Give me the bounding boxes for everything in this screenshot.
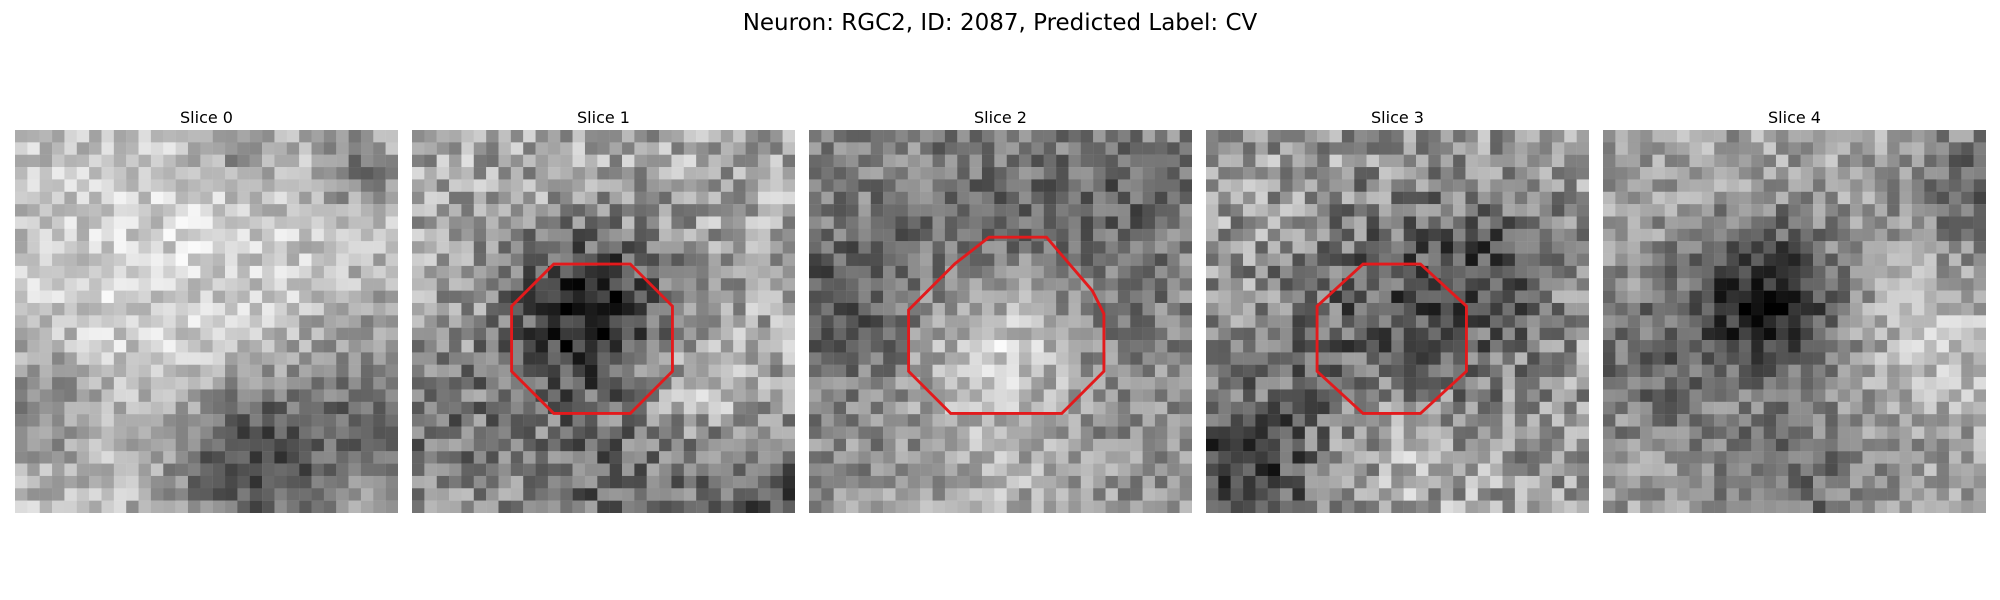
slice-panel-2: Slice 2 [809, 108, 1192, 513]
slice-image [412, 130, 795, 513]
slice-title: Slice 4 [1768, 108, 1821, 127]
roi-outline [510, 262, 674, 415]
slice-panel-3: Slice 3 [1206, 108, 1589, 513]
slice-panel-1: Slice 1 [412, 108, 795, 513]
slice-panel-0: Slice 0 [15, 108, 398, 513]
slice-image [1206, 130, 1589, 513]
roi-outline [907, 235, 1106, 415]
figure-title: Neuron: RGC2, ID: 2087, Predicted Label:… [742, 10, 1258, 36]
slice-panel-4: Slice 4 [1603, 108, 1986, 513]
slice-title: Slice 3 [1371, 108, 1424, 127]
slice-title: Slice 0 [180, 108, 233, 127]
slice-title: Slice 1 [577, 108, 630, 127]
slice-image [15, 130, 398, 513]
slice-title: Slice 2 [974, 108, 1027, 127]
slice-image [1603, 130, 1986, 513]
roi-outline [1315, 262, 1468, 415]
slice-image [809, 130, 1192, 513]
